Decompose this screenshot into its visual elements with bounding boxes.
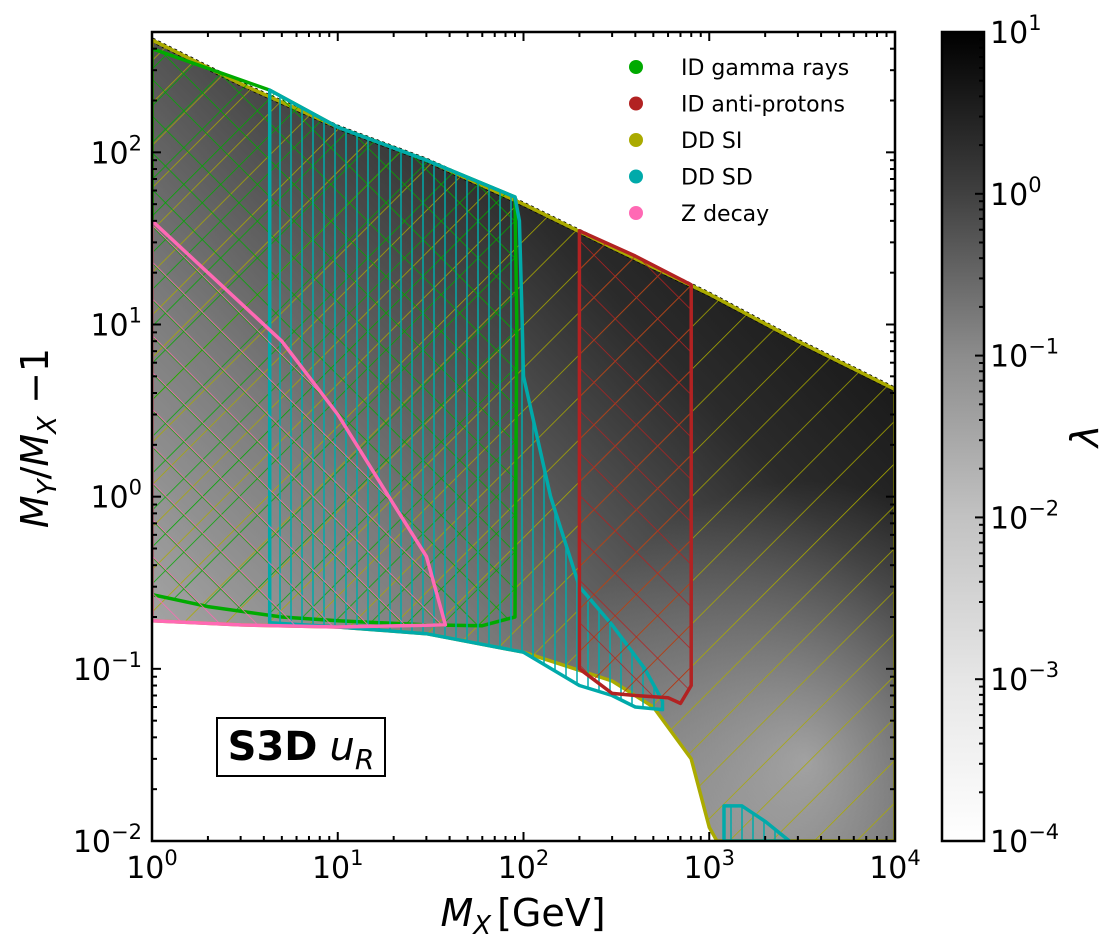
x-tick-label-exponent: 4 xyxy=(907,846,920,870)
y-axis-subscript-b: X xyxy=(33,415,63,436)
colorbar-tick-label-exponent: −4 xyxy=(1028,820,1059,844)
colorbar-tick-label: 10−2 xyxy=(990,496,1059,536)
legend: ID gamma rays ID anti-protons DD SI DD SD Z … xyxy=(629,56,849,227)
legend-marker-dd-si xyxy=(629,133,643,147)
y-tick-label-exponent: 2 xyxy=(129,131,142,155)
x-tick-label: 101 xyxy=(312,846,364,886)
colorbar-label: λ xyxy=(1063,425,1107,450)
legend-marker-id-anti-protons xyxy=(629,96,643,111)
legend-label-id-gamma-rays: ID gamma rays xyxy=(681,56,849,81)
legend-label-dd-sd: DD SD xyxy=(681,166,753,191)
x-tick-label-base: 10 xyxy=(312,851,350,886)
y-tick-label-base: 10 xyxy=(90,481,128,516)
x-axis-title: MX [GeV] xyxy=(440,891,605,941)
y-tick-label-base: 10 xyxy=(73,653,111,688)
plot-frame xyxy=(150,30,897,843)
colorbar-tick-label-exponent: 1 xyxy=(1028,11,1041,35)
x-tick-label: 100 xyxy=(126,846,178,886)
legend-marker-dd-sd xyxy=(629,169,643,184)
y-tick-label: 100 xyxy=(90,476,142,516)
region-dd-sd-3 xyxy=(722,804,792,841)
x-tick-label: 104 xyxy=(869,846,921,886)
y-tick-label-base: 10 xyxy=(73,825,111,860)
y-tick-label-exponent: 0 xyxy=(129,476,142,500)
x-tick-label-base: 10 xyxy=(683,851,721,886)
y-axis-symbol-a: M xyxy=(13,495,57,528)
x-tick-label-exponent: 2 xyxy=(536,846,549,870)
badge-symbol: u xyxy=(330,724,355,770)
y-tick-label-exponent: −1 xyxy=(111,648,142,672)
x-tick-label-exponent: 0 xyxy=(164,846,177,870)
badge-subscript: R xyxy=(355,743,374,776)
badge-bold-text: S3D xyxy=(228,724,318,770)
x-tick-label-base: 10 xyxy=(869,851,907,886)
y-tick-label: 10−1 xyxy=(73,648,142,688)
y-tick-label: 10−2 xyxy=(73,820,142,860)
colorbar-tick-label: 10−1 xyxy=(990,335,1059,375)
x-axis-unit: [GeV] xyxy=(497,891,605,935)
colorbar-tick-label-base: 10 xyxy=(990,825,1028,860)
x-tick-label-base: 10 xyxy=(498,851,536,886)
colorbar-tick-label: 100 xyxy=(990,173,1042,213)
x-tick-label: 103 xyxy=(683,846,735,886)
colorbar-tick-label-base: 10 xyxy=(990,16,1028,51)
colorbar-tick-label: 101 xyxy=(990,11,1042,51)
y-tick-label-exponent: 1 xyxy=(129,304,142,328)
colorbar-tick-label-base: 10 xyxy=(990,663,1028,698)
y-tick-label-base: 10 xyxy=(90,309,128,344)
colorbar-tick-label-base: 10 xyxy=(990,340,1028,375)
model-badge: S3D uR xyxy=(216,717,386,777)
colorbar-tick-label-exponent: −3 xyxy=(1028,658,1059,682)
y-axis-tail: −1 xyxy=(13,348,57,416)
x-tick-label-base: 10 xyxy=(126,851,164,886)
y-tick-label: 102 xyxy=(90,131,142,171)
colorbar-tick-label-exponent: −1 xyxy=(1028,335,1059,359)
y-axis-symbol-b: M xyxy=(13,434,57,467)
colorbar-tick-label: 10−4 xyxy=(990,820,1059,860)
region-z-decay-5 xyxy=(152,219,448,629)
colorbar-tick-label-exponent: −2 xyxy=(1028,496,1059,520)
legend-label-dd-si: DD SI xyxy=(681,129,742,154)
y-tick-label: 101 xyxy=(90,304,142,344)
y-tick-label-exponent: −2 xyxy=(111,820,142,844)
legend-label-id-anti-protons: ID anti-protons xyxy=(681,93,845,118)
legend-marker-id-gamma-rays xyxy=(629,60,643,74)
x-tick-label: 102 xyxy=(498,846,550,886)
colorbar-tick-label-base: 10 xyxy=(990,178,1028,213)
colorbar-tick-label: 10−3 xyxy=(990,658,1059,698)
region-id-anti-protons-4 xyxy=(577,229,693,706)
legend-marker-z-decay xyxy=(629,206,643,220)
x-axis-symbol: M xyxy=(440,891,473,935)
badge-text: S3D uR xyxy=(228,724,375,776)
x-axis-subscript: X xyxy=(471,911,492,941)
y-axis-slash: / xyxy=(13,466,57,479)
exclusion-regions xyxy=(152,38,895,841)
legend-label-z-decay: Z decay xyxy=(681,202,769,227)
badge-frame xyxy=(216,717,386,777)
colorbar-tick-label-exponent: 0 xyxy=(1028,173,1041,197)
x-tick-label-exponent: 3 xyxy=(722,846,735,870)
y-axis-title: MY/MX −1 xyxy=(13,348,63,528)
y-tick-label-base: 10 xyxy=(90,136,128,171)
y-axis-subscript-a: Y xyxy=(33,477,63,495)
colorbar-tick-label-base: 10 xyxy=(990,501,1028,536)
x-tick-label-exponent: 1 xyxy=(350,846,363,870)
colorbar-gradient xyxy=(940,30,986,843)
